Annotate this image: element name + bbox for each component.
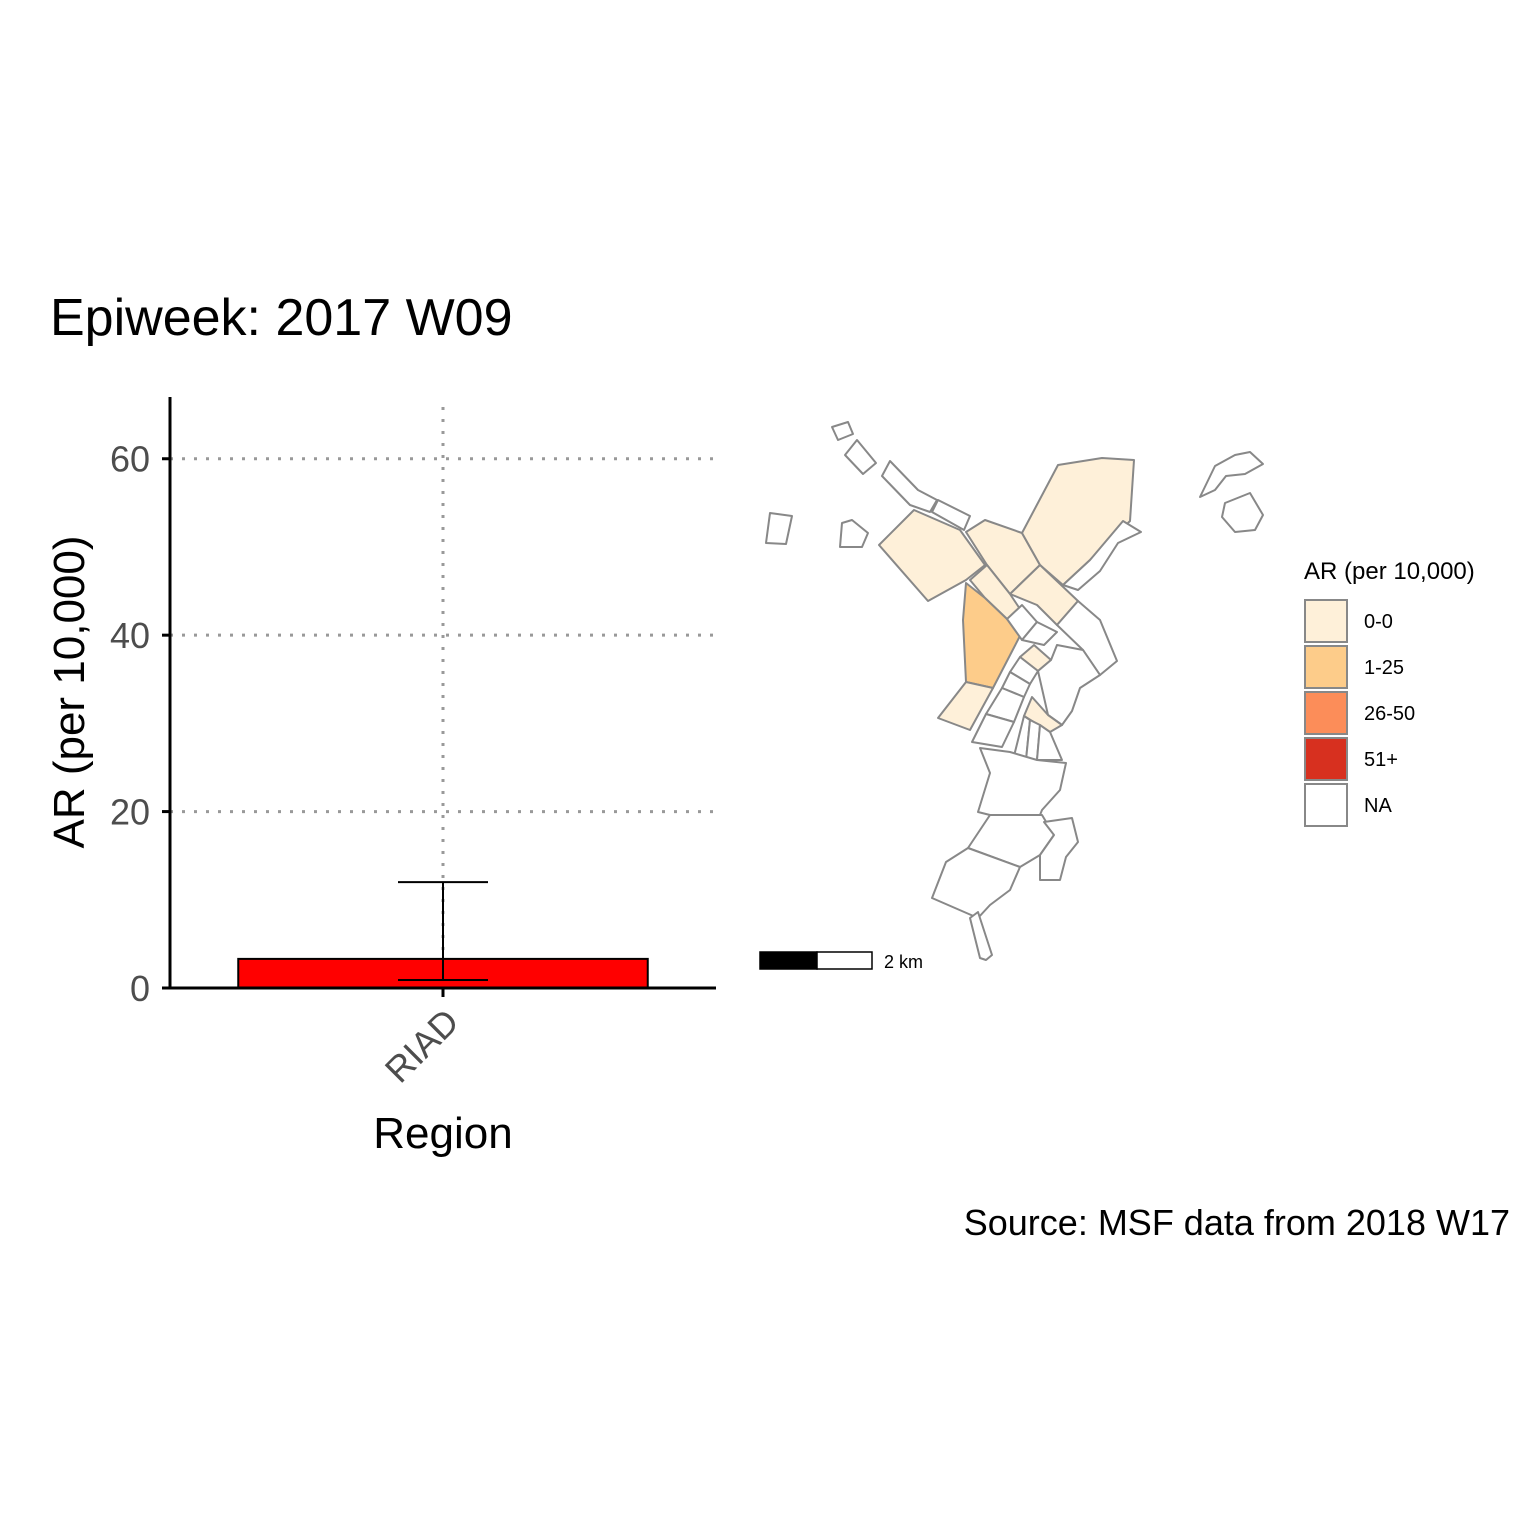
map-region xyxy=(844,439,877,475)
y-tick-label: 40 xyxy=(110,615,150,656)
map-region xyxy=(931,847,1021,919)
legend-swatch xyxy=(1304,691,1348,735)
map-region xyxy=(765,512,793,545)
scale-bar-label: 2 km xyxy=(884,952,923,972)
x-axis-label: Region xyxy=(373,1109,512,1158)
y-tick-label: 60 xyxy=(110,439,150,480)
map-region xyxy=(1221,492,1264,533)
legend-label: 0-0 xyxy=(1364,611,1393,633)
map-region xyxy=(878,509,986,602)
legend-label: 51+ xyxy=(1364,749,1398,771)
map-region xyxy=(839,519,869,548)
map-legend: AR (per 10,000) 0-0 1-25 26-50 51+ NA xyxy=(1304,558,1475,827)
legend-label: 1-25 xyxy=(1364,657,1404,679)
map-region xyxy=(931,499,971,531)
map-region xyxy=(977,747,1067,816)
legend-swatch xyxy=(1304,599,1348,643)
map-region xyxy=(831,421,854,441)
map-region xyxy=(1039,817,1079,881)
error-bars xyxy=(398,881,488,982)
legend-items: 0-0 1-25 26-50 51+ NA xyxy=(1304,599,1415,827)
choropleth-map xyxy=(765,421,1264,961)
gridlines xyxy=(170,407,716,988)
y-tick-label: 0 xyxy=(130,968,150,1009)
map-region xyxy=(1036,724,1063,761)
map-region xyxy=(1199,451,1264,498)
map-region xyxy=(937,681,994,731)
map-region xyxy=(1062,520,1142,591)
plot-caption: Source: MSF data from 2018 W17 xyxy=(964,1202,1510,1243)
y-tick-label: 20 xyxy=(110,792,150,833)
y-tick-labels: 0 20 40 60 xyxy=(110,439,150,1009)
map-region xyxy=(1021,621,1058,646)
plot-title: Epiweek: 2017 W09 xyxy=(50,289,513,347)
map-region xyxy=(962,582,1023,689)
legend-swatch xyxy=(1304,645,1348,689)
map-region xyxy=(971,713,1015,748)
map-scale-bar: 2 km xyxy=(759,951,923,972)
legend-label: NA xyxy=(1364,795,1392,817)
legend-swatch xyxy=(1304,737,1348,781)
legend-label: 26-50 xyxy=(1364,703,1415,725)
axes xyxy=(162,397,716,997)
legend-swatch xyxy=(1304,783,1348,827)
map-region xyxy=(969,911,993,961)
y-axis-label: AR (per 10,000) xyxy=(45,535,94,848)
legend-title: AR (per 10,000) xyxy=(1304,558,1475,585)
